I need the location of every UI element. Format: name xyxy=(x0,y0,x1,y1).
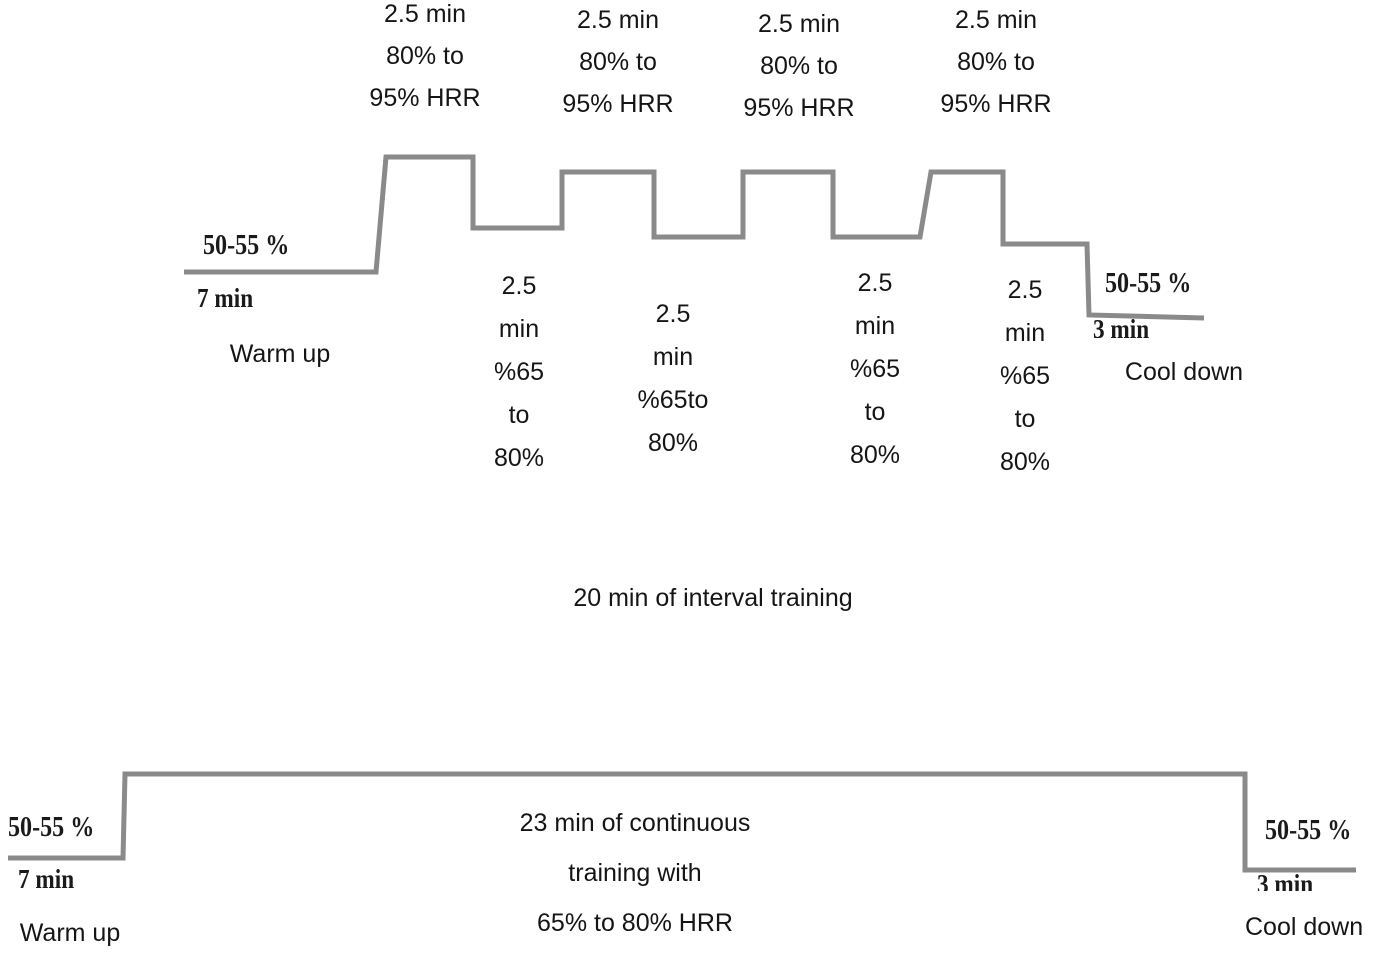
continuous-warmup-intensity: 50-55 % xyxy=(8,812,95,843)
interval-low-block-1: 2.5 min %65 to 80% xyxy=(493,272,545,472)
continuous-training-profile-line xyxy=(8,771,1356,873)
interval-high-block-3: 2.5 min 80% to 95% HRR xyxy=(743,10,855,122)
continuous-warmup-label: Warm up xyxy=(19,919,121,947)
interval-training-profile-line xyxy=(184,154,1205,321)
interval-high-block-2: 2.5 min 80% to 95% HRR xyxy=(562,6,674,118)
interval-warmup-duration: 7 min xyxy=(197,283,254,313)
interval-low-block-2: 2.5 min %65to 80% xyxy=(637,300,709,457)
continuous-description: 23 min of continuous training with 65% t… xyxy=(519,809,751,937)
interval-cooldown-intensity: 50-55 % xyxy=(1105,268,1192,299)
interval-high-block-1: 2.5 min 80% to 95% HRR xyxy=(369,0,481,112)
continuous-cooldown-label: Cool down xyxy=(1245,913,1364,941)
interval-cooldown-duration: 3 min xyxy=(1093,314,1150,338)
interval-warmup-intensity: 50-55 % xyxy=(203,230,290,261)
interval-low-block-4: 2.5 min %65 to 80% xyxy=(999,276,1051,476)
interval-low-block-3: 2.5 min %65 to 80% xyxy=(849,269,901,469)
continuous-warmup-duration: 7 min xyxy=(18,864,75,894)
interval-caption: 20 min of interval training xyxy=(573,584,853,612)
continuous-cooldown-intensity: 50-55 % xyxy=(1265,815,1352,846)
interval-cooldown-label: Cool down xyxy=(1124,358,1244,386)
interval-high-block-4: 2.5 min 80% to 95% HRR xyxy=(940,6,1052,118)
continuous-cooldown-duration: 3 min xyxy=(1257,869,1314,891)
interval-warmup-label: Warm up xyxy=(229,340,331,368)
